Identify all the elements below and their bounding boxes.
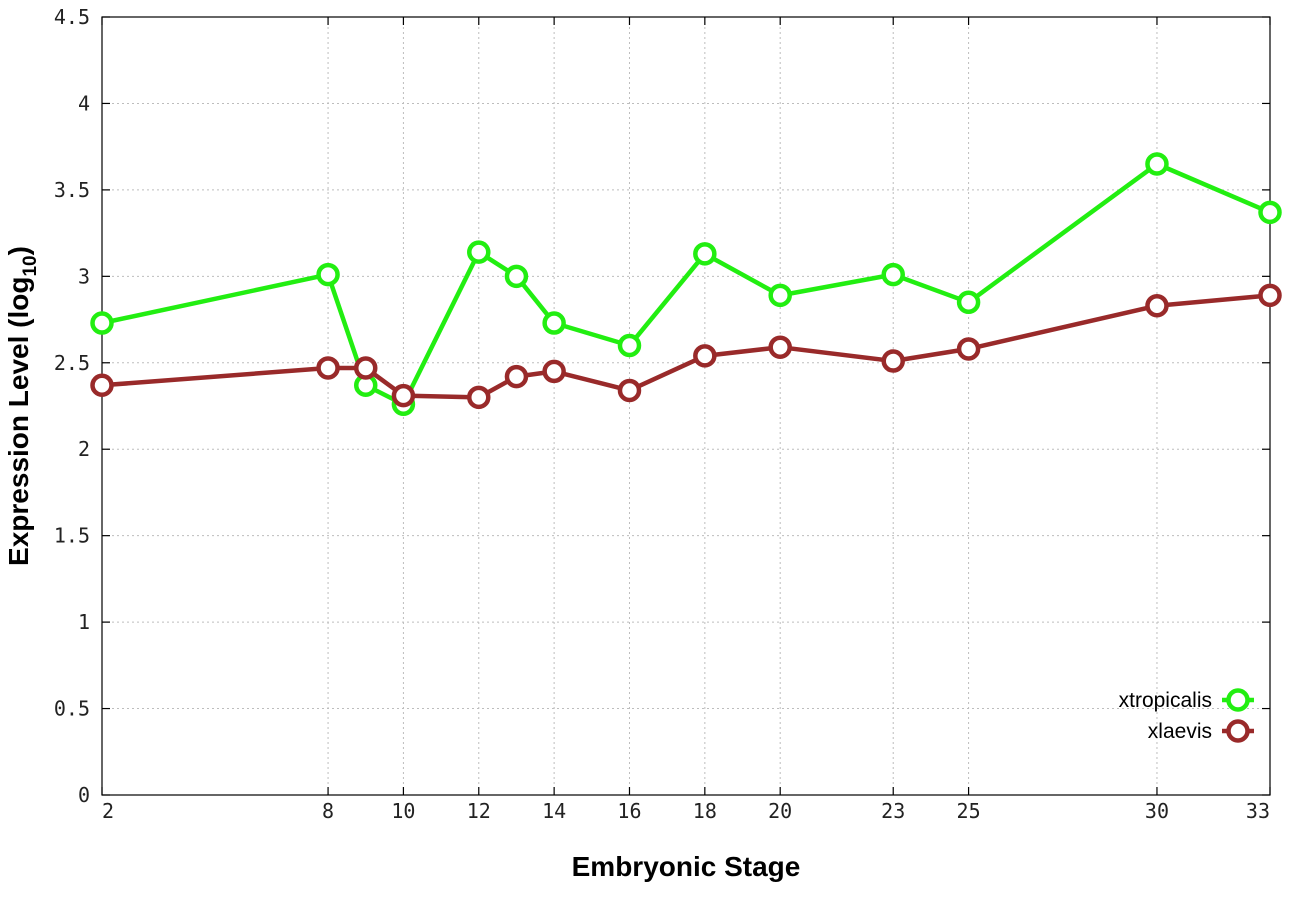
grid	[102, 17, 1270, 795]
data-point-xtropicalis	[90, 311, 114, 335]
legend-marker	[1226, 688, 1250, 712]
data-point-xlaevis	[467, 385, 491, 410]
data-point-xtropicalis	[1145, 152, 1169, 176]
series-layer	[90, 152, 1282, 417]
x-tick-label: 16	[617, 799, 641, 823]
x-tick-label: 2	[102, 799, 114, 823]
series-xtropicalis	[90, 152, 1282, 417]
legend: xtropicalis xlaevis	[1119, 688, 1254, 743]
legend-label: xtropicalis	[1119, 689, 1212, 712]
y-axis-title: Expression Level (log10)	[3, 246, 41, 566]
x-tick-label: 25	[957, 799, 981, 823]
y-tick-label: 2.5	[54, 351, 90, 375]
x-tick-label: 20	[768, 799, 792, 823]
data-point-xlaevis	[391, 383, 416, 408]
plot-frame	[101, 16, 1271, 796]
legend-label: xlaevis	[1148, 720, 1212, 743]
y-tick-label: 0	[78, 783, 90, 807]
y-tick-label: 4.5	[54, 5, 90, 29]
axis-ticks: 0 0.5 1 1.5 2 2.5 3 3.5 4 4.5 2 8 10 12 14 16 18 20 23 25 30…	[54, 5, 1271, 823]
data-point-xtropicalis	[881, 262, 905, 287]
y-tick-label: 1	[78, 610, 90, 634]
series-line-xlaevis	[101, 293, 1271, 400]
data-point-xlaevis	[768, 335, 792, 359]
x-tick-label: 18	[693, 799, 717, 823]
legend-item-xlaevis: xlaevis	[1148, 719, 1254, 743]
data-point-xlaevis	[542, 359, 566, 384]
x-tick-label: 12	[467, 799, 491, 823]
y-tick-label: 2	[78, 437, 90, 461]
x-tick-label: 10	[391, 799, 415, 823]
data-point-xtropicalis	[504, 264, 529, 289]
legend-marker	[1226, 719, 1250, 743]
x-tick-label: 8	[322, 799, 334, 823]
data-point-xtropicalis	[542, 311, 566, 335]
y-tick-label: 4	[78, 91, 90, 115]
x-tick-label: 33	[1246, 799, 1270, 823]
data-point-xtropicalis	[617, 333, 642, 358]
data-point-xlaevis	[1145, 293, 1169, 318]
x-axis-title: Embryonic Stage	[572, 851, 801, 882]
data-point-xtropicalis	[768, 283, 792, 308]
data-point-xlaevis	[353, 356, 378, 380]
data-point-xlaevis	[956, 337, 981, 361]
data-point-xtropicalis	[316, 262, 340, 287]
legend-item-xtropicalis: xtropicalis	[1119, 688, 1254, 712]
data-point-xtropicalis	[956, 290, 981, 315]
y-tick-label: 1.5	[54, 524, 90, 548]
x-tick-label: 23	[881, 799, 905, 823]
data-point-xlaevis	[504, 364, 529, 389]
data-point-xtropicalis	[467, 240, 491, 264]
data-point-xlaevis	[881, 349, 905, 373]
data-point-xlaevis	[617, 378, 642, 403]
data-point-xtropicalis	[693, 242, 717, 266]
data-point-xtropicalis	[1258, 200, 1282, 225]
y-tick-label: 3.5	[54, 178, 90, 202]
data-point-xlaevis	[1258, 283, 1282, 308]
y-axis-title-close: )	[3, 246, 34, 255]
y-axis-title-main: Expression Level (log	[3, 277, 34, 566]
y-tick-label: 0.5	[54, 697, 90, 721]
x-tick-label: 30	[1145, 799, 1169, 823]
series-line-xtropicalis	[101, 161, 1271, 407]
y-tick-label: 3	[78, 264, 90, 288]
data-point-xlaevis	[693, 344, 717, 368]
data-point-xlaevis	[316, 356, 340, 380]
series-xlaevis	[90, 283, 1282, 410]
y-axis-title-sub: 10	[20, 255, 41, 276]
x-tick-label: 14	[542, 799, 566, 823]
data-point-xlaevis	[90, 373, 114, 398]
